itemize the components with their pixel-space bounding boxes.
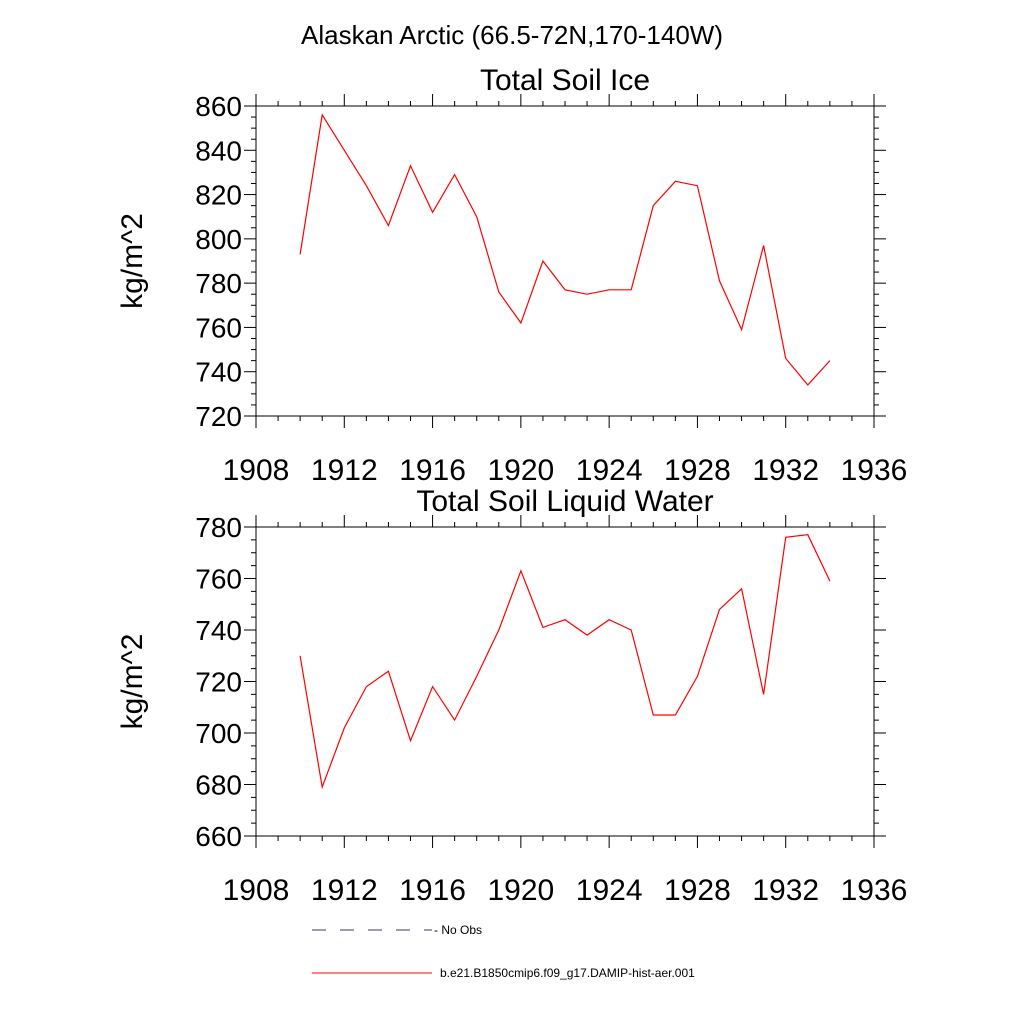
y-tick-label: 720 bbox=[195, 667, 242, 698]
page-title: Alaskan Arctic (66.5-72N,170-140W) bbox=[301, 20, 723, 50]
chart-title: Total Soil Ice bbox=[480, 64, 650, 97]
chart-total-soil-liquid-water: 1908 1912 1916 1920 1924 1928 1932 1936 660 680 70… bbox=[116, 485, 907, 907]
x-tick-label: 1912 bbox=[311, 874, 378, 907]
plot-frame bbox=[255, 526, 875, 837]
legend: - No Obs b.e21.B1850cmip6.f09_g17.DAMIP-… bbox=[312, 923, 695, 980]
y-tick-label: 800 bbox=[195, 224, 242, 255]
y-tick-label: 780 bbox=[195, 268, 242, 299]
chart-title: Total Soil Liquid Water bbox=[416, 485, 713, 518]
x-tick-label: 1924 bbox=[576, 454, 643, 487]
x-tick-label: 1920 bbox=[487, 454, 554, 487]
y-axis-label: kg/m^2 bbox=[116, 634, 149, 730]
chart-total-soil-ice: 1908 1912 1916 1920 1924 1928 1932 1936 720 740 76… bbox=[116, 64, 907, 487]
legend-model-label: b.e21.B1850cmip6.f09_g17.DAMIP-hist-aer.… bbox=[440, 966, 695, 980]
y-tick-label: 660 bbox=[195, 821, 242, 852]
y-tick-label: 700 bbox=[195, 718, 242, 749]
y-tick-label: 740 bbox=[195, 357, 242, 388]
y-tick-label: 680 bbox=[195, 770, 242, 801]
x-tick-label: 1928 bbox=[664, 454, 731, 487]
plot-frame bbox=[255, 105, 875, 417]
x-tick-label: 1916 bbox=[399, 454, 466, 487]
legend-obs-label: - No Obs bbox=[434, 923, 482, 937]
x-tick-label: 1928 bbox=[664, 874, 731, 907]
x-tick-label: 1920 bbox=[487, 874, 554, 907]
y-tick-label: 820 bbox=[195, 180, 242, 211]
y-tick-label: 760 bbox=[195, 312, 242, 343]
x-tick-label: 1936 bbox=[841, 874, 908, 907]
x-tick-label: 1932 bbox=[752, 874, 819, 907]
x-tick-label: 1936 bbox=[841, 454, 908, 487]
y-tick-label: 840 bbox=[195, 135, 242, 166]
y-tick-label: 740 bbox=[195, 615, 242, 646]
x-tick-label: 1916 bbox=[399, 874, 466, 907]
y-tick-label: 720 bbox=[195, 401, 242, 432]
y-tick-label: 860 bbox=[195, 91, 242, 122]
series-line bbox=[299, 113, 831, 386]
y-axis-label: kg/m^2 bbox=[116, 213, 149, 309]
x-tick-label: 1924 bbox=[576, 874, 643, 907]
x-tick-label: 1908 bbox=[223, 874, 290, 907]
y-tick-label: 780 bbox=[195, 512, 242, 543]
x-tick-label: 1908 bbox=[223, 454, 290, 487]
x-tick-label: 1932 bbox=[752, 454, 819, 487]
x-tick-label: 1912 bbox=[311, 454, 378, 487]
series-line bbox=[299, 534, 831, 790]
y-tick-label: 760 bbox=[195, 564, 242, 595]
